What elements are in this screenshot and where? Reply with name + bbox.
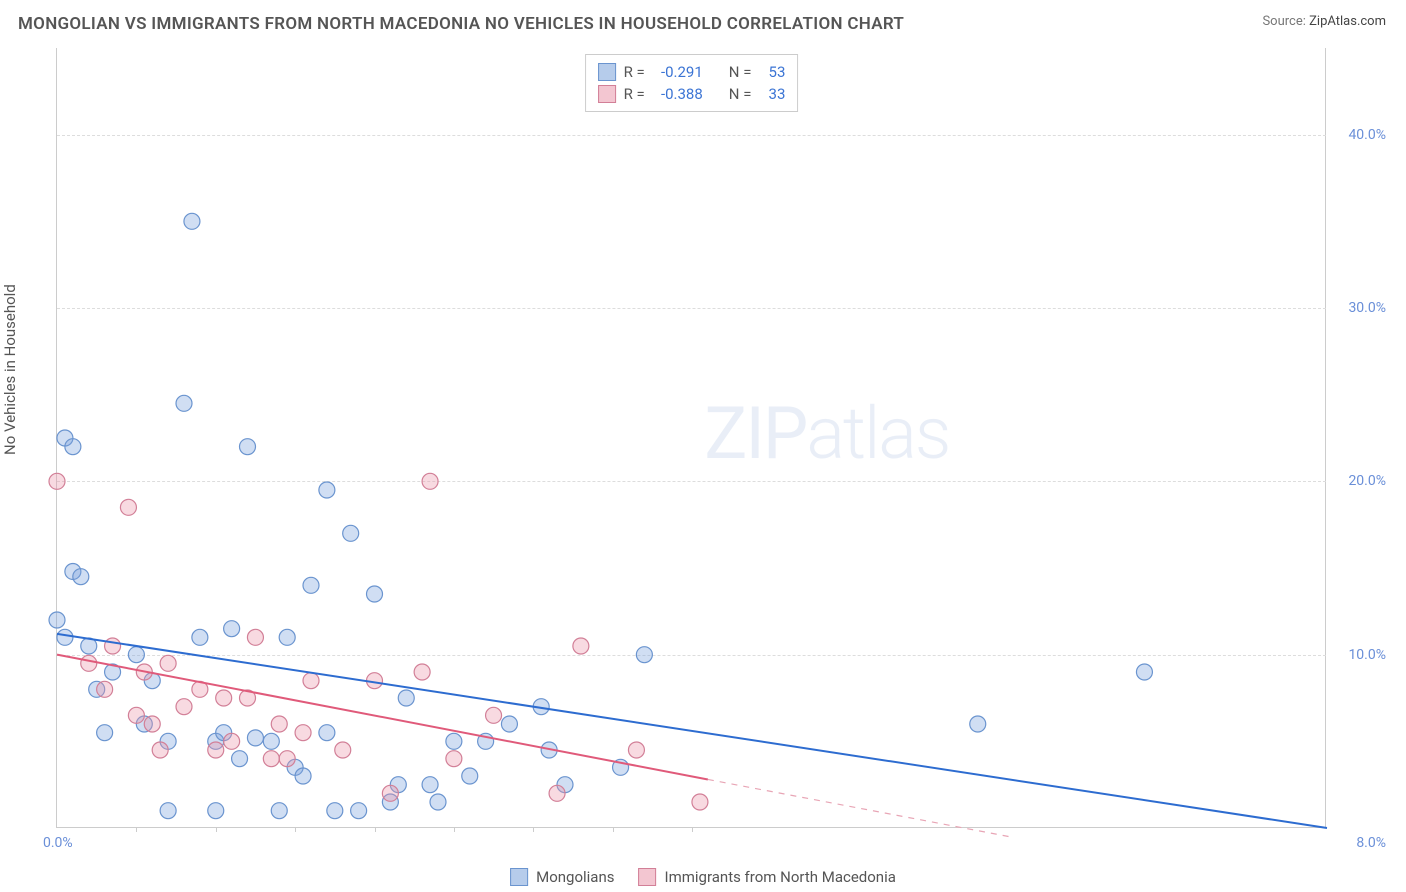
data-point — [105, 638, 121, 654]
n-value: 53 — [759, 63, 785, 81]
data-point — [636, 647, 652, 663]
data-point — [279, 629, 295, 645]
data-point — [192, 629, 208, 645]
n-value: 33 — [759, 85, 785, 103]
data-point — [49, 473, 65, 489]
y-tick-label: 20.0% — [1348, 473, 1386, 489]
data-point — [57, 629, 73, 645]
data-point — [628, 742, 644, 758]
data-point — [263, 733, 279, 749]
scatter-plot — [57, 48, 1326, 827]
data-point — [303, 577, 319, 593]
data-point — [176, 395, 192, 411]
data-point — [65, 439, 81, 455]
series-swatch — [598, 63, 616, 81]
data-point — [319, 725, 335, 741]
data-point — [263, 751, 279, 767]
data-point — [295, 725, 311, 741]
stats-row: R = -0.291 N = 53 — [598, 61, 786, 83]
data-point — [49, 612, 65, 628]
n-label: N = — [729, 85, 752, 103]
data-point — [97, 725, 113, 741]
data-point — [176, 699, 192, 715]
data-point — [335, 742, 351, 758]
data-point — [224, 733, 240, 749]
r-value: -0.388 — [653, 85, 703, 103]
data-point — [208, 742, 224, 758]
series-swatch — [510, 868, 528, 886]
n-label: N = — [729, 63, 752, 81]
legend-item: Mongolians — [510, 868, 614, 886]
y-axis-label: No Vehicles in Household — [1, 284, 19, 455]
stats-legend: R = -0.291 N = 53 R = -0.388 N = 33 — [585, 54, 799, 112]
data-point — [184, 213, 200, 229]
data-point — [152, 742, 168, 758]
data-point — [271, 803, 287, 819]
data-point — [351, 803, 367, 819]
data-point — [573, 638, 589, 654]
data-point — [73, 569, 89, 585]
data-point — [240, 439, 256, 455]
data-point — [414, 664, 430, 680]
series-legend: Mongolians Immigrants from North Macedoni… — [510, 868, 896, 886]
y-tick-label: 30.0% — [1348, 300, 1386, 316]
data-point — [430, 794, 446, 810]
data-point — [247, 629, 263, 645]
data-point — [303, 673, 319, 689]
data-point — [271, 716, 287, 732]
data-point — [208, 803, 224, 819]
chart-area: ZIPatlas R =-0.291N =53R =-0.388N =33 0.… — [56, 48, 1326, 828]
data-point — [422, 473, 438, 489]
data-point — [247, 730, 263, 746]
series-swatch — [598, 85, 616, 103]
legend-label: Immigrants from North Macedonia — [665, 868, 896, 886]
data-point — [232, 751, 248, 767]
x-minor-ticks — [57, 827, 1326, 832]
stats-row: R = -0.388 N = 33 — [598, 83, 786, 105]
data-point — [160, 655, 176, 671]
r-value: -0.291 — [653, 63, 703, 81]
data-point — [1136, 664, 1152, 680]
series-swatch — [639, 868, 657, 886]
data-point — [398, 690, 414, 706]
data-point — [446, 733, 462, 749]
x-tick-max: 8.0% — [1356, 835, 1386, 851]
data-point — [81, 655, 97, 671]
data-point — [367, 586, 383, 602]
chart-title: MONGOLIAN VS IMMIGRANTS FROM NORTH MACED… — [18, 14, 904, 34]
data-point — [343, 525, 359, 541]
data-point — [462, 768, 478, 784]
data-point — [970, 716, 986, 732]
data-point — [549, 785, 565, 801]
source-attribution: Source: ZipAtlas.com — [1262, 14, 1386, 29]
data-point — [486, 707, 502, 723]
data-point — [327, 803, 343, 819]
data-point — [120, 499, 136, 515]
data-point — [319, 482, 335, 498]
data-point — [501, 716, 517, 732]
r-label: R = — [624, 85, 645, 103]
data-point — [97, 681, 113, 697]
data-point — [144, 716, 160, 732]
data-point — [295, 768, 311, 784]
x-tick-min: 0.0% — [43, 835, 73, 851]
data-point — [692, 794, 708, 810]
data-point — [422, 777, 438, 793]
data-point — [279, 751, 295, 767]
data-point — [224, 621, 240, 637]
data-point — [216, 690, 232, 706]
data-point — [382, 785, 398, 801]
source-label: Source: — [1262, 14, 1305, 29]
data-point — [160, 803, 176, 819]
legend-item: Immigrants from North Macedonia — [639, 868, 896, 886]
r-label: R = — [624, 63, 645, 81]
data-point — [128, 647, 144, 663]
data-point — [128, 707, 144, 723]
legend-label: Mongolians — [536, 868, 614, 886]
y-tick-label: 10.0% — [1348, 647, 1386, 663]
source-value: ZipAtlas.com — [1309, 14, 1386, 29]
data-point — [446, 751, 462, 767]
y-tick-label: 40.0% — [1348, 127, 1386, 143]
